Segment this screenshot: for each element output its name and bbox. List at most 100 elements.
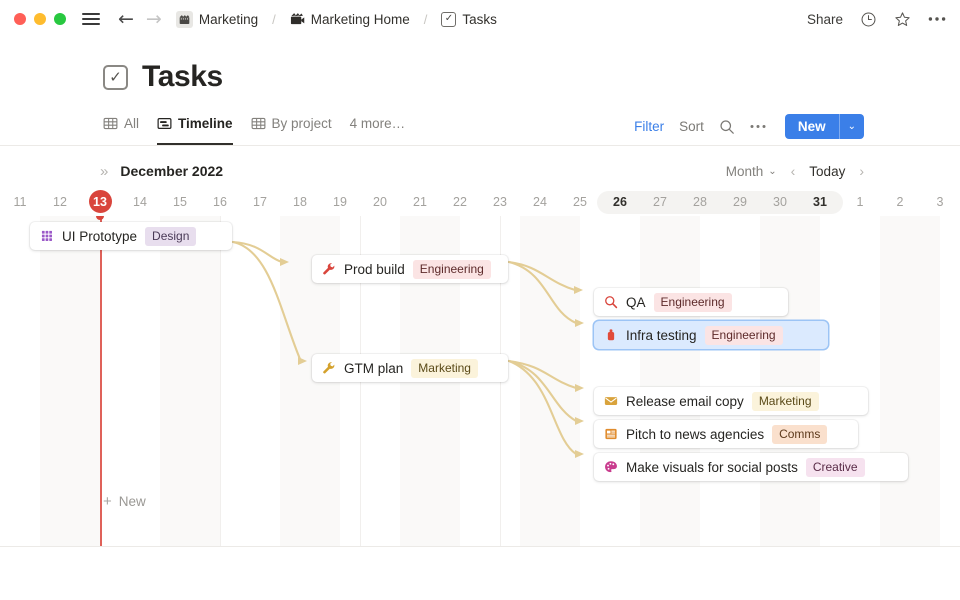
ruler-day-2[interactable]: 2 bbox=[896, 194, 904, 209]
back-arrow-icon[interactable]: ← bbox=[118, 7, 134, 30]
timeline-today-dot bbox=[96, 216, 104, 220]
tab-all[interactable]: All bbox=[103, 112, 139, 145]
more-options-icon[interactable] bbox=[928, 16, 946, 22]
breadcrumb-icon-tasks: ✓ bbox=[441, 11, 457, 27]
search-icon[interactable] bbox=[719, 119, 735, 135]
timeline-prev-button[interactable]: ‹ bbox=[790, 163, 796, 179]
timeline-card-title: Make visuals for social posts bbox=[626, 459, 798, 475]
ruler-day-21[interactable]: 21 bbox=[413, 194, 427, 209]
ruler-day-13[interactable]: 13 bbox=[80, 190, 120, 213]
timeline-card-gtm-plan[interactable]: GTM plan Marketing bbox=[312, 354, 508, 382]
timeline-weekend-band bbox=[760, 216, 820, 546]
add-new-task-row[interactable]: + New bbox=[103, 494, 146, 509]
ruler-day-25[interactable]: 25 bbox=[573, 194, 587, 209]
ruler-day-11[interactable]: 11 bbox=[13, 194, 27, 209]
timeline-card-release-email-copy[interactable]: Release email copy Marketing bbox=[594, 387, 868, 415]
ruler-day-15[interactable]: 15 bbox=[173, 194, 187, 209]
new-button[interactable]: New ⌄ bbox=[784, 114, 864, 139]
ruler-day-1[interactable]: 1 bbox=[856, 194, 864, 209]
timeline-card-make-visuals-for-social-posts[interactable]: Make visuals for social posts Creative bbox=[594, 453, 908, 481]
tab-by-project[interactable]: By project bbox=[251, 112, 332, 145]
timeline-card-tag: Design bbox=[145, 226, 197, 246]
timeline-card-tag: Engineering bbox=[704, 325, 783, 345]
tab-timeline[interactable]: Timeline bbox=[157, 112, 233, 145]
timeline-card-ui-prototype[interactable]: UI Prototype Design bbox=[30, 222, 232, 250]
ruler-day-22[interactable]: 22 bbox=[453, 194, 467, 209]
timeline-card-infra-testing[interactable]: Infra testing Engineering bbox=[594, 321, 828, 349]
timeline-controls: Month ⌄ ‹ Today › bbox=[726, 164, 864, 179]
timeline-zoom-select[interactable]: Month ⌄ bbox=[726, 164, 777, 179]
minimize-window-button[interactable] bbox=[34, 13, 46, 25]
ruler-week-highlight bbox=[597, 191, 843, 214]
palette-icon bbox=[604, 460, 618, 474]
breadcrumb-item-marketing-home[interactable]: Marketing Home bbox=[310, 11, 410, 27]
ruler-day-14[interactable]: 14 bbox=[133, 194, 147, 209]
chevron-down-icon[interactable]: ⌄ bbox=[847, 121, 856, 132]
timeline-card-title: Infra testing bbox=[626, 327, 697, 343]
chevron-down-icon: ⌄ bbox=[768, 165, 777, 177]
view-more-options-icon[interactable] bbox=[750, 124, 766, 129]
fire-extinguisher-icon bbox=[604, 328, 618, 342]
timeline-canvas[interactable]: UI Prototype Design Prod build Engineering Q… bbox=[0, 216, 960, 546]
timeline-card-tag: Engineering bbox=[653, 292, 732, 312]
view-tabs-bar: All Timeline By project 4 more bbox=[0, 112, 960, 145]
timeline-card-pitch-to-news-agencies[interactable]: Pitch to news agencies Comms bbox=[594, 420, 858, 448]
share-button[interactable]: Share bbox=[806, 11, 843, 27]
ruler-day-12[interactable]: 12 bbox=[53, 194, 67, 209]
timeline-next-button[interactable]: › bbox=[859, 163, 864, 179]
forward-arrow-icon[interactable]: → bbox=[145, 7, 162, 30]
grid-icon bbox=[40, 229, 54, 243]
filter-button[interactable]: Filter bbox=[634, 119, 665, 134]
new-button-divider bbox=[838, 114, 840, 139]
add-new-task-label: New bbox=[118, 494, 146, 509]
timeline-card-tag: Marketing bbox=[411, 358, 478, 378]
timeline-weekend-band bbox=[880, 216, 940, 546]
table-icon bbox=[251, 116, 266, 131]
timeline-card-qa[interactable]: QA Engineering bbox=[594, 288, 788, 316]
ruler-day-20[interactable]: 20 bbox=[373, 194, 387, 209]
ruler-day-27[interactable]: 27 bbox=[653, 194, 667, 209]
ruler-day-19[interactable]: 19 bbox=[333, 194, 347, 209]
view-toolbar: Filter Sort New ⌄ bbox=[634, 114, 864, 145]
tab-by-project-label: By project bbox=[271, 116, 332, 131]
ruler-day-29[interactable]: 29 bbox=[733, 194, 747, 209]
timeline-header: » December 2022 Month ⌄ ‹ Today › bbox=[0, 155, 960, 187]
clock-icon[interactable] bbox=[860, 11, 877, 28]
timeline-card-tag: Engineering bbox=[412, 259, 491, 279]
maximize-window-button[interactable] bbox=[54, 13, 66, 25]
checkbox-checked-icon: ✓ bbox=[103, 64, 128, 90]
timeline-card-title: Pitch to news agencies bbox=[626, 426, 765, 442]
breadcrumb-item-tasks[interactable]: Tasks bbox=[462, 11, 497, 27]
ruler-day-23[interactable]: 23 bbox=[493, 194, 507, 209]
breadcrumb-item-marketing[interactable]: Marketing bbox=[198, 11, 259, 27]
timeline-today-button[interactable]: Today bbox=[809, 163, 846, 179]
ruler-day-24[interactable]: 24 bbox=[533, 194, 547, 209]
ruler-day-3[interactable]: 3 bbox=[936, 194, 944, 209]
timeline-weekend-band bbox=[640, 216, 700, 546]
titlebar-actions: Share bbox=[807, 11, 946, 28]
ruler-day-16[interactable]: 16 bbox=[213, 194, 227, 209]
timeline-date-ruler: 11 12 13 14 15 16 17 18 19 20 21 22 23 24 25 26 27 28 29 30… bbox=[0, 190, 960, 216]
ruler-day-26[interactable]: 26 bbox=[613, 194, 627, 209]
magnifier-icon bbox=[604, 295, 618, 309]
timeline-card-title: GTM plan bbox=[344, 360, 404, 376]
tab-more[interactable]: 4 more… bbox=[350, 112, 406, 145]
page-header: ✓ Tasks bbox=[0, 38, 960, 94]
breadcrumb: Marketing / Marketing Home / ✓ Tasks bbox=[175, 10, 497, 28]
double-chevron-right-icon[interactable]: » bbox=[100, 162, 109, 180]
ruler-day-18[interactable]: 18 bbox=[293, 194, 307, 209]
newspaper-icon bbox=[604, 427, 618, 441]
breadcrumb-separator-1: / bbox=[272, 11, 276, 27]
toolbar-divider bbox=[0, 145, 960, 146]
ruler-day-28[interactable]: 28 bbox=[693, 194, 707, 209]
close-window-button[interactable] bbox=[14, 13, 26, 25]
timeline-card-prod-build[interactable]: Prod build Engineering bbox=[312, 255, 508, 283]
timeline-card-tag: Creative bbox=[805, 457, 865, 477]
sort-button[interactable]: Sort bbox=[679, 119, 704, 134]
ruler-day-30[interactable]: 30 bbox=[773, 194, 787, 209]
sidebar-toggle-icon[interactable] bbox=[82, 9, 100, 28]
ruler-day-31[interactable]: 31 bbox=[813, 194, 827, 209]
ruler-day-17[interactable]: 17 bbox=[253, 194, 267, 209]
star-icon[interactable] bbox=[894, 11, 911, 28]
timeline-weekend-band bbox=[520, 216, 580, 546]
